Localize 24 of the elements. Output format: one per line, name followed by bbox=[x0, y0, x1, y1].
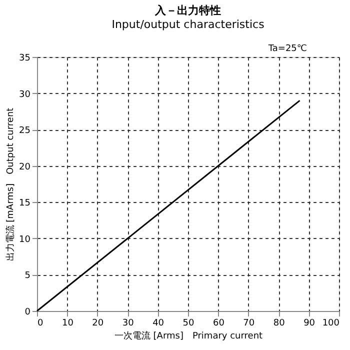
y-tick-label: 25 bbox=[19, 126, 30, 136]
x-axis-title: 一次電流 [Arms] Primary current bbox=[114, 330, 264, 342]
chart-title: 入－出力特性 bbox=[154, 4, 221, 17]
x-tick-label: 10 bbox=[62, 318, 74, 328]
y-tick-label: 0 bbox=[24, 308, 31, 318]
x-tick-label: 100 bbox=[322, 318, 340, 328]
y-axis-title: 出力電流 [mArms] Output current bbox=[5, 107, 16, 262]
x-tick-label: 90 bbox=[304, 318, 316, 328]
y-tick-label: 10 bbox=[19, 234, 31, 245]
text: Ta=25℃ bbox=[267, 44, 307, 54]
x-tick-label: 60 bbox=[212, 318, 225, 328]
x-tick-label: 0 bbox=[38, 318, 44, 328]
x-tick-label: 80 bbox=[273, 318, 286, 328]
x-tick-label: 30 bbox=[122, 318, 134, 328]
x-tick-label: 40 bbox=[152, 318, 164, 328]
chart-subtitle: Input/output characteristics bbox=[112, 18, 265, 31]
y-tick-label: 20 bbox=[19, 162, 31, 172]
x-tick-label: 50 bbox=[182, 318, 194, 328]
y-tick-label: 35 bbox=[19, 54, 30, 64]
x-tick-label: 20 bbox=[92, 318, 104, 328]
y-tick-label: 30 bbox=[19, 90, 31, 100]
y-tick-label: 15 bbox=[19, 198, 30, 209]
x-tick-label: 70 bbox=[243, 318, 255, 328]
y-tick-label: 5 bbox=[24, 271, 30, 282]
